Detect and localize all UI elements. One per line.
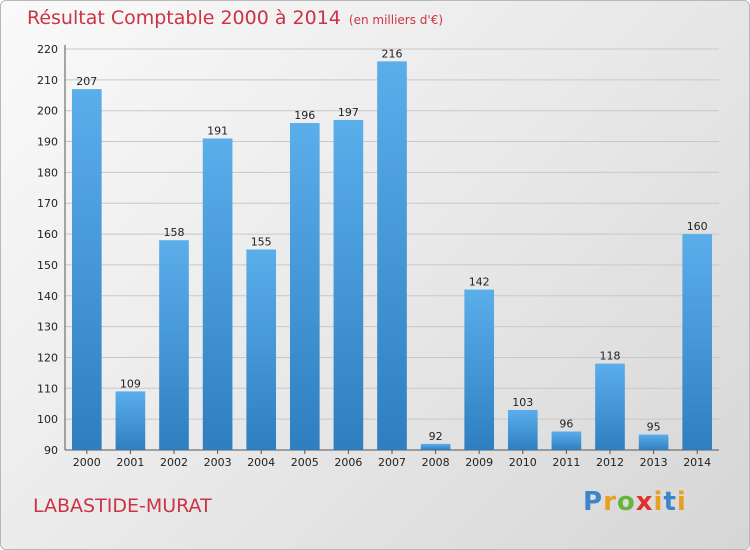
y-tick-label: 120	[37, 351, 58, 364]
y-tick-label: 200	[37, 105, 58, 118]
x-tick-label: 2014	[683, 456, 711, 469]
chart-title: Résultat Comptable 2000 à 2014 (en millie…	[27, 7, 443, 29]
y-tick-label: 160	[37, 228, 58, 241]
x-tick-label: 2007	[378, 456, 406, 469]
x-tick-label: 2001	[116, 456, 144, 469]
bar-2011	[551, 431, 582, 450]
data-label: 142	[469, 276, 490, 289]
x-tick-label: 2009	[465, 456, 493, 469]
x-tick-label: 2010	[509, 456, 537, 469]
data-label: 118	[600, 350, 621, 363]
x-tick-label: 2005	[291, 456, 319, 469]
bars	[71, 61, 713, 451]
y-tick-label: 110	[37, 382, 58, 395]
x-tick-label: 2006	[334, 456, 362, 469]
x-tick-label: 2011	[552, 456, 580, 469]
y-tick-label: 180	[37, 166, 58, 179]
data-label: 103	[512, 396, 533, 409]
x-tick-label: 2004	[247, 456, 275, 469]
data-label: 160	[687, 220, 708, 233]
bar-2006	[333, 119, 364, 450]
x-tick-label: 2008	[422, 456, 450, 469]
bar-2000	[71, 89, 102, 450]
y-tick-label: 90	[44, 444, 58, 457]
data-label: 196	[294, 109, 315, 122]
data-label: 197	[338, 106, 359, 119]
data-label: 158	[164, 226, 185, 239]
title-text: Résultat Comptable 2000 à 2014	[27, 7, 341, 29]
y-tick-label: 190	[37, 136, 58, 149]
bar-2009	[464, 289, 495, 450]
bar-2001	[115, 391, 146, 450]
bar-2005	[289, 123, 320, 451]
data-label: 216	[382, 47, 403, 60]
y-tick-label: 150	[37, 259, 58, 272]
data-label: 191	[207, 124, 228, 137]
bar-2002	[159, 240, 189, 450]
unit-label: (en milliers d'€)	[348, 13, 444, 27]
data-label: 96	[559, 417, 573, 430]
y-tick-label: 100	[37, 413, 58, 426]
x-tick-label: 2002	[160, 456, 188, 469]
bar-2003	[202, 138, 233, 450]
y-tick-label: 140	[37, 290, 58, 303]
bar-2014	[682, 234, 713, 450]
x-tick-label: 2000	[73, 456, 101, 469]
bar-2012	[595, 363, 625, 450]
data-labels: 207 109 158 191 155 196 197 216 92 142 103 96 118 95 1…	[76, 47, 707, 442]
bar-2007	[377, 61, 407, 450]
data-label: 207	[76, 75, 97, 88]
y-tick-label: 170	[37, 197, 58, 210]
data-label: 109	[120, 377, 141, 390]
data-label: 92	[429, 430, 443, 443]
bar-2004	[246, 249, 277, 450]
bar-2013	[638, 434, 669, 450]
data-label: 155	[251, 236, 272, 249]
proxiti-logo: Proxiti	[583, 487, 687, 517]
y-tick-label: 220	[37, 43, 58, 56]
x-tick-label: 2012	[596, 456, 624, 469]
y-tick-label: 210	[37, 74, 58, 87]
x-tick-label: 2013	[640, 456, 668, 469]
data-label: 95	[647, 421, 661, 434]
x-tick-label: 2003	[204, 456, 232, 469]
bar-2010	[507, 409, 538, 450]
location-label: LABASTIDE-MURAT	[33, 495, 212, 517]
bar-2008	[420, 443, 451, 450]
y-tick-label: 130	[37, 321, 58, 334]
axes: 90 100 110 120 130 140 150 160 170 180 190 200 210 22…	[37, 43, 719, 469]
